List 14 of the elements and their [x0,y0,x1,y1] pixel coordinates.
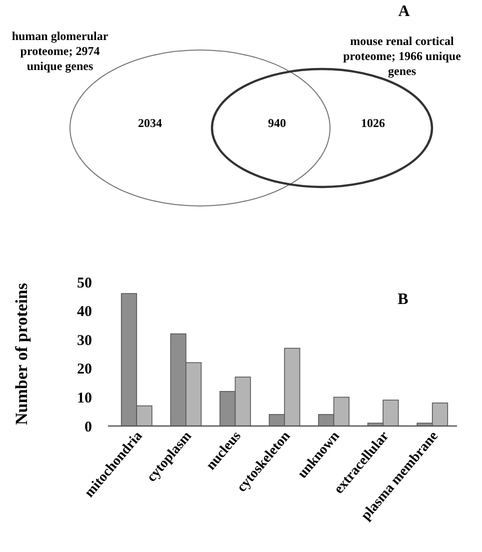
y-tick-label: 10 [77,390,92,406]
data-label: 2034 [138,116,162,130]
y-tick-label: 40 [77,304,92,320]
text: human glomerular proteome; 2974 unique genes [12,29,109,73]
y-tick-label: 30 [77,332,92,349]
text: B [398,291,409,308]
y-tick-label: 20 [77,362,92,378]
data-label: 940 [268,116,286,130]
text: A [398,3,410,20]
text: mouse renal cortical proteome; 1966 unique genes [343,34,462,78]
data-label: 1026 [361,116,385,130]
y-tick-label: 0 [84,419,92,436]
y-axis-title: Number of proteins [12,282,31,425]
y-tick-label: 50 [77,275,92,292]
